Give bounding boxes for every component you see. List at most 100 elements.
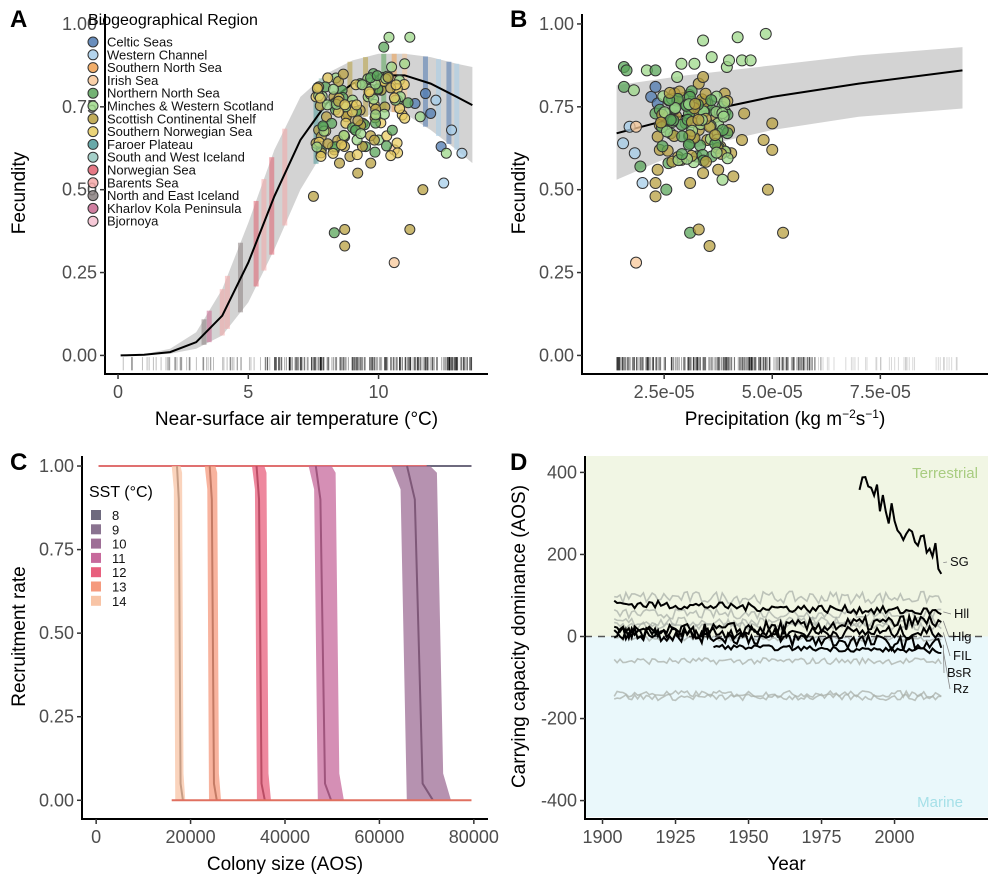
data-point [328,227,340,239]
legend-swatch [87,62,99,74]
ribbon-stripe [201,319,207,345]
ribbon-sst-12 [251,466,271,801]
background-series [613,692,942,702]
y-tick-label: 0.75 [539,97,574,117]
data-point [703,240,716,253]
legend-label: 10 [112,537,126,552]
background-series [614,620,942,633]
x-tick-label: 7.5e-05 [850,382,911,402]
y-tick-label: 0.50 [539,180,574,200]
legend-label: Scottish Continental Shelf [107,111,256,126]
y-tick-label: -400 [541,791,577,811]
x-tick-label: 1950 [729,827,769,847]
data-point [675,57,688,70]
x-axis-title-part: Precipitation (kg m [685,409,842,430]
data-point [654,116,667,129]
data-point [697,34,710,47]
legend-label: 13 [112,580,126,595]
data-point [425,107,437,119]
legend-label: Celtic Seas [107,35,173,50]
data-point [351,99,363,111]
data-point [351,149,363,161]
legend-swatch [87,177,99,189]
data-point [307,190,319,202]
y-tick-label: 0 [567,627,577,647]
data-point [336,139,348,151]
data-point [716,173,729,186]
series-hll [613,598,942,617]
data-point [766,143,779,156]
panel-letter: B [510,6,527,33]
ribbon-sst-14 [171,466,186,801]
data-point [692,223,705,236]
data-point [628,147,641,160]
series-sg [858,475,943,575]
data-point [365,157,377,169]
panel-b: B 0.00 0.25 0.50 0.75 1.00 2.5e-05 5.0e-05 7.5e-… [509,6,988,430]
y-tick-label: 400 [547,462,577,482]
ribbon-stripe [206,310,212,343]
data-point [333,157,345,169]
data-point [649,190,662,203]
data-point [440,147,452,159]
data-point [627,84,640,97]
x-tick-label: 2000 [875,827,915,847]
rug [122,357,473,371]
panel-c: C 0.00 0.25 0.50 0.75 1.00 0 20000 40000 60000 800… [9,449,499,875]
fit-line [120,74,473,357]
panel-letter: C [10,449,27,476]
data-point [671,70,684,83]
panel-letter: D [510,449,527,476]
data-point [404,31,416,43]
legend: Biogeographical Region Celtic SeasWestern… [87,12,274,229]
data-point [705,94,718,107]
x-axis-title-part: s [856,409,866,430]
x-tick-label: 40000 [260,827,310,847]
data-point [630,120,643,133]
x-axis-title-part: −2 [842,407,856,421]
data-point [727,170,740,183]
ribbon-stripe [454,63,460,150]
data-point [731,31,744,44]
data-point [688,57,701,70]
data-point [676,130,689,143]
data-point [777,226,790,239]
legend-swatch [87,113,99,125]
ribbon-stripe [282,128,288,226]
line-sst-13 [208,465,218,801]
data-point [757,133,770,146]
data-point [649,64,662,77]
ribbon-stripe [313,82,319,164]
data-point [721,152,734,165]
legend-label: 9 [112,522,119,537]
series-label: FIL [953,648,972,663]
label-leader [942,644,945,674]
ribbon-stripe [347,61,353,126]
x-axis-title: Near-surface air temperature (°C) [155,409,438,430]
legend-label: 11 [112,551,126,566]
data-point [649,177,662,190]
data-point [630,256,643,269]
ribbon-sst-11 [308,466,344,801]
legend-swatch [87,36,99,48]
data-point [339,99,351,111]
data-point [311,141,323,153]
data-point [712,163,725,176]
label-leader [943,611,952,615]
x-axis-title: Precipitation (kg m−2s−1) [685,407,886,430]
data-point [383,31,395,43]
y-axis-title: Fecundity [9,151,30,234]
data-point [327,83,339,95]
y-tick-label: 0.00 [62,345,97,365]
x-tick-label: 5 [243,382,253,402]
data-point [390,79,402,91]
data-point [705,51,718,64]
legend-swatch [91,595,101,606]
data-point [634,160,647,173]
legend-label: 14 [112,594,126,609]
legend-swatch [91,567,101,578]
data-point [391,137,403,149]
data-point [689,97,702,110]
